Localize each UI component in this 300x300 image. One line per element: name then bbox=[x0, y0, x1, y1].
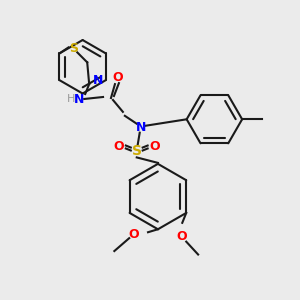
Text: O: O bbox=[149, 140, 160, 153]
Text: N: N bbox=[136, 121, 146, 134]
Text: O: O bbox=[112, 71, 123, 84]
Text: N: N bbox=[92, 74, 103, 87]
Text: O: O bbox=[176, 230, 187, 243]
Text: N: N bbox=[74, 94, 85, 106]
Text: O: O bbox=[129, 228, 140, 241]
Text: O: O bbox=[114, 140, 124, 153]
Text: S: S bbox=[69, 42, 78, 55]
Text: H: H bbox=[67, 94, 76, 104]
Text: S: S bbox=[132, 145, 142, 158]
